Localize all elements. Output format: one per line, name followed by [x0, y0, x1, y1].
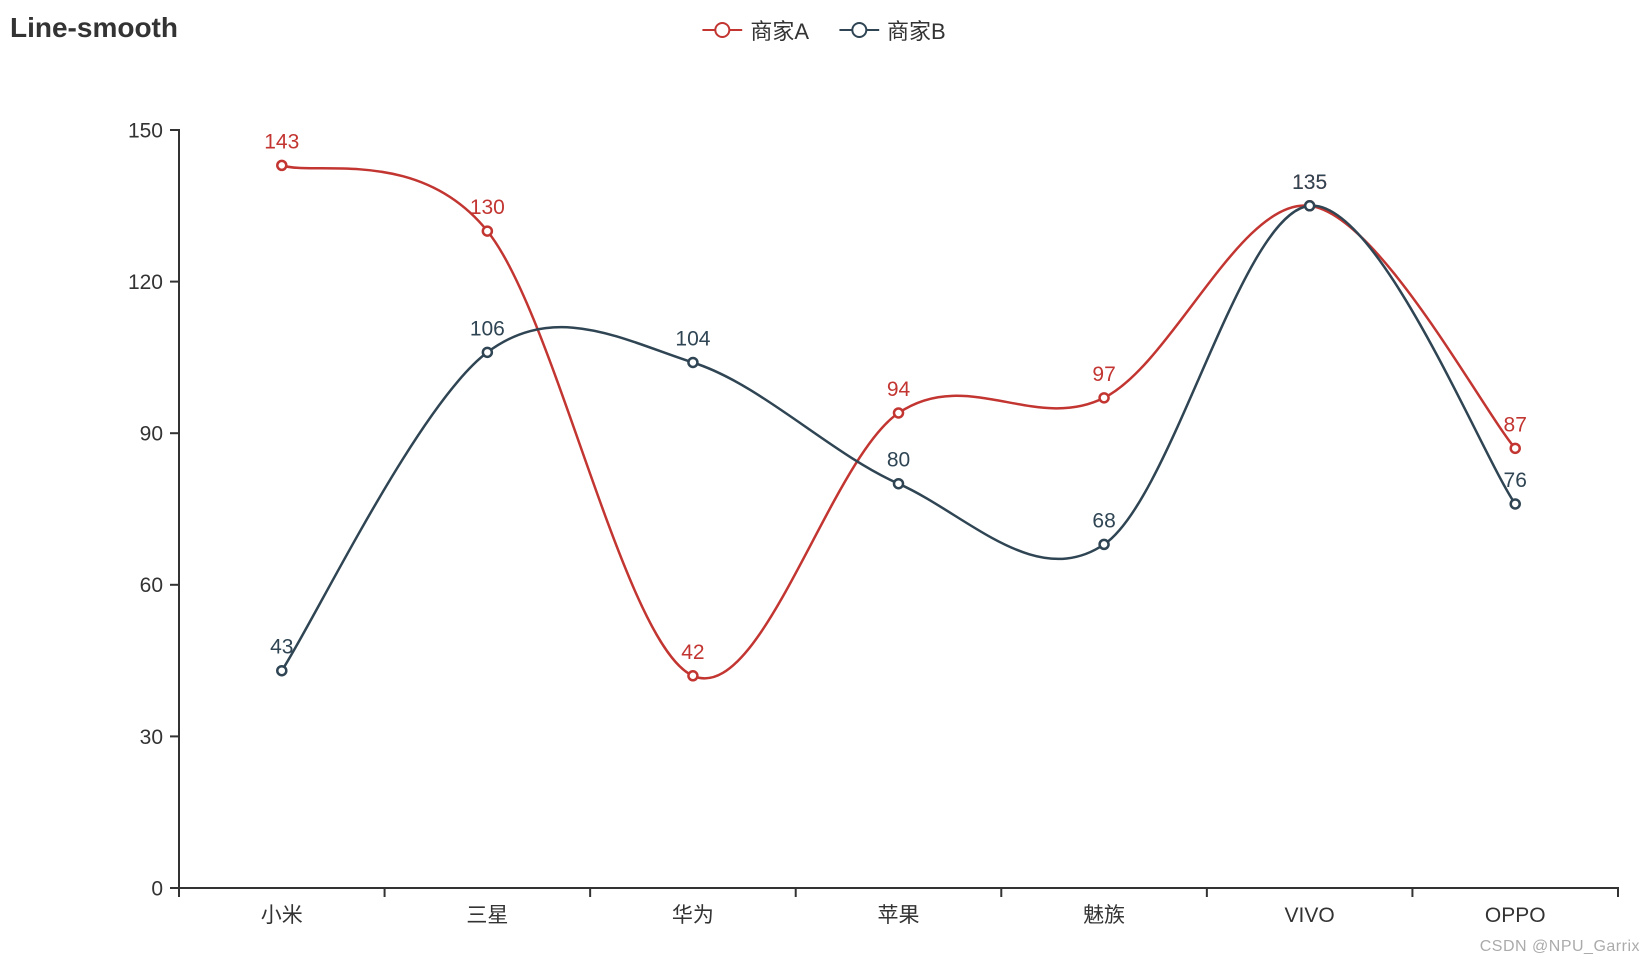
data-point-label-1-3: 80: [887, 449, 910, 472]
data-point-label-0-3: 94: [887, 378, 911, 401]
legend: 商家A 商家B: [702, 14, 946, 46]
series-0: 143 130 42 94 97 135 87: [264, 130, 1527, 682]
y-axis-tick-label: 150: [128, 119, 163, 142]
data-point-label-1-6: 76: [1504, 469, 1527, 492]
data-point-label-0-1: 130: [470, 196, 505, 219]
data-point-marker-0-1[interactable]: [481, 225, 494, 237]
data-point-label-1-0: 43: [270, 636, 293, 659]
x-axis-label-4: 魅族: [1083, 904, 1125, 927]
y-axis-tick-label: 0: [151, 877, 163, 900]
x-axis-label-6: OPPO: [1485, 904, 1546, 927]
data-point-label-0-5: 135: [1292, 171, 1327, 194]
data-point-label-0-4: 97: [1092, 363, 1115, 386]
legend-item-0[interactable]: 商家A: [702, 14, 809, 46]
series-line-1: [280, 204, 1517, 672]
y-axis-tick-label: 60: [140, 574, 163, 597]
data-point-label-1-4: 68: [1092, 509, 1115, 532]
y-axis-tick-label: 120: [128, 271, 163, 294]
data-point-marker-0-6[interactable]: [1509, 442, 1521, 455]
data-point-marker-1-1[interactable]: [481, 346, 494, 359]
data-point-label-0-6: 87: [1504, 413, 1527, 436]
data-point-label-1-1: 106: [470, 317, 505, 340]
x-axis-label-0: 小米: [261, 904, 303, 927]
data-point-label-1-5: 135: [1292, 171, 1327, 194]
x-axis-label-1: 三星: [466, 904, 508, 927]
data-point-marker-1-4[interactable]: [1098, 538, 1110, 551]
data-point-marker-1-6[interactable]: [1509, 498, 1521, 510]
y-axis-tick-label: 30: [140, 726, 163, 749]
data-point-label-1-2: 104: [675, 327, 710, 350]
legend-item-1[interactable]: 商家B: [839, 14, 946, 46]
legend-label: 商家A: [750, 19, 809, 44]
series-1: 43 106 104 80 68 135 76: [270, 171, 1527, 677]
watermark: CSDN @NPU_Garrix: [1479, 938, 1640, 955]
y-axis-tick-label: 90: [140, 423, 163, 446]
data-point-marker-1-5[interactable]: [1303, 200, 1316, 212]
x-axis-label-3: 苹果: [878, 904, 920, 927]
legend-line-marker-icon: [839, 22, 879, 38]
data-point-marker-1-2[interactable]: [687, 356, 699, 369]
data-point-marker-0-2[interactable]: [687, 670, 699, 682]
data-point-marker-0-3[interactable]: [892, 407, 905, 419]
x-axis-label-2: 华为: [672, 904, 714, 927]
data-point-marker-1-3[interactable]: [892, 477, 905, 490]
data-point-label-0-2: 42: [681, 641, 704, 664]
legend-label: 商家B: [887, 19, 946, 44]
series-line-0: [281, 164, 1517, 680]
chart-title: Line-smooth: [10, 12, 178, 43]
data-point-marker-0-4[interactable]: [1098, 392, 1110, 404]
data-point-label-0-0: 143: [264, 130, 299, 153]
data-point-marker-0-0[interactable]: [276, 159, 288, 172]
legend-line-marker-icon: [702, 22, 743, 38]
data-point-marker-1-0[interactable]: [276, 664, 288, 677]
x-axis-label-5: VIVO: [1285, 904, 1335, 927]
